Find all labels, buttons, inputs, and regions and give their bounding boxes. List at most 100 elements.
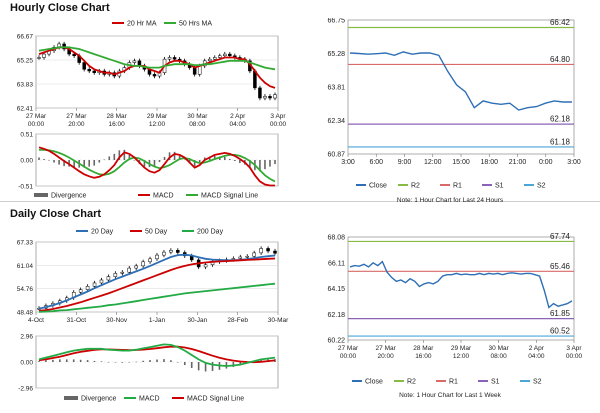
divergence-bar (249, 160, 251, 167)
divergence-bar (168, 152, 171, 160)
legend-r2: R2 (407, 379, 416, 386)
legend-s1: S1 (495, 183, 504, 190)
legend-r1: R1 (453, 183, 462, 190)
candle-body (238, 256, 243, 259)
legend-macd-signal-line: MACD Signal Line (201, 193, 258, 200)
level-label-r2: 67.74 (550, 232, 571, 241)
x-tick-label: 2 Apr 04:00 (230, 113, 247, 126)
divergence-bar (135, 361, 137, 363)
legend-macd: MACD (139, 396, 160, 403)
x-tick-label: 9:00 (398, 159, 412, 166)
x-tick-label: 3:00 (567, 159, 581, 166)
divergence-bar (63, 160, 65, 167)
divergence-bar (153, 160, 156, 167)
level-label-s1: 62.18 (550, 115, 571, 124)
divergence-bar (163, 156, 166, 160)
candle-body (87, 69, 91, 72)
divergence-bar (58, 160, 60, 165)
divergence-bar (213, 155, 216, 160)
divergence-bar (239, 160, 241, 164)
daily-line-chart: 68.08 66.11 64.15 62.18 60.22 67.74 65.46 61.85… (327, 232, 583, 399)
x-tick-label: 1-Jan (149, 317, 166, 324)
y-tick-label: 66.67 (17, 34, 34, 41)
daily-price-chart: 67.33 61.04 54.76 48.484-Oct 31-Oct 30-Nov 1-J… (17, 229, 289, 325)
ma-line-20-day (38, 253, 276, 310)
x-tick-label: 28 Mar 16:00 (413, 345, 434, 360)
legend-s2: S2 (533, 379, 542, 386)
divergence-bar (170, 360, 172, 362)
legend-50-hrs-ma: 50 Hrs MA (179, 21, 212, 28)
level-label-s2: 60.52 (550, 327, 571, 336)
divergence-bar (118, 150, 121, 160)
candle-body (152, 74, 157, 77)
divergence-bar (93, 160, 96, 166)
divergence-bar (59, 359, 61, 362)
legend-20-day: 20 Day (91, 229, 114, 236)
candle-body (92, 282, 97, 287)
candle-body (134, 265, 138, 269)
divergence-bar (190, 362, 193, 368)
divergence-bar (211, 362, 214, 371)
y-tick-label: 68.08 (327, 235, 345, 242)
y-tick-label: 62.41 (17, 106, 34, 113)
y-tick-label: 64.15 (327, 286, 345, 293)
divergence-bar (107, 362, 110, 363)
divergence-bar (177, 362, 179, 363)
divergence-bar (269, 160, 271, 167)
divergence-bar (128, 362, 131, 363)
candle-body (259, 248, 263, 254)
x-tick-label: 3 Apr 00:00 (270, 113, 287, 126)
x-tick-label: 30 Mar 08:00 (187, 113, 208, 126)
candle-body (78, 289, 83, 293)
x-tick-label: 28 Mar 16:00 (107, 113, 128, 126)
candle-body (155, 254, 159, 260)
candle-body (162, 251, 166, 256)
x-tick-label: 3 Apr 00:00 (566, 345, 583, 360)
divergence-bar (203, 157, 206, 160)
divergence-bar (43, 158, 45, 160)
legend-divergence-swatch (64, 396, 78, 400)
divergence-bar (98, 160, 101, 163)
candle-body (273, 250, 277, 254)
divergence-bar (264, 160, 266, 170)
divergence-bar (114, 362, 117, 363)
level-label-r1: 65.46 (550, 262, 571, 271)
divergence-bar (65, 359, 68, 362)
y-tick-label: 0.00 (20, 360, 33, 367)
x-tick-label: 2 Apr 04:00 (528, 345, 545, 360)
divergence-bar (133, 160, 136, 161)
divergence-bar (173, 151, 176, 160)
y-tick-label: 62.34 (327, 118, 345, 125)
x-tick-label: 30-Jan (187, 317, 207, 324)
y-tick-label: 54.76 (17, 286, 34, 293)
divergence-bar (223, 156, 226, 160)
close-line (349, 260, 573, 309)
hourly-section-title: Hourly Close Chart (10, 2, 110, 14)
candle-body (92, 70, 96, 73)
y-tick-label: 48.48 (17, 310, 34, 317)
candle-body (113, 273, 118, 277)
legend-close: Close (369, 183, 387, 190)
candle-body (266, 248, 270, 252)
candle-body (203, 264, 208, 268)
x-tick-label: 0:00 (539, 159, 553, 166)
x-tick-label: 30-Nov (106, 317, 128, 324)
divergence-bar (128, 154, 131, 160)
divergence-bar (93, 360, 96, 362)
legend-close: Close (365, 379, 383, 386)
divergence-bar (142, 360, 144, 362)
candle-body (228, 53, 232, 57)
macd-line (38, 146, 275, 187)
divergence-bar (123, 149, 126, 160)
divergence-bar (234, 160, 236, 162)
divergence-bar (88, 160, 91, 167)
legend-r2: R2 (411, 183, 420, 190)
divergence-bar (38, 157, 40, 160)
divergence-bar (229, 158, 231, 160)
candle-body (72, 53, 76, 57)
y-tick-label: 2.96 (20, 334, 33, 341)
ma-line-50-day (38, 257, 276, 312)
divergence-bar (72, 359, 75, 362)
candle-body (223, 53, 227, 57)
x-tick-label: 27 Mar 00:00 (338, 345, 359, 360)
